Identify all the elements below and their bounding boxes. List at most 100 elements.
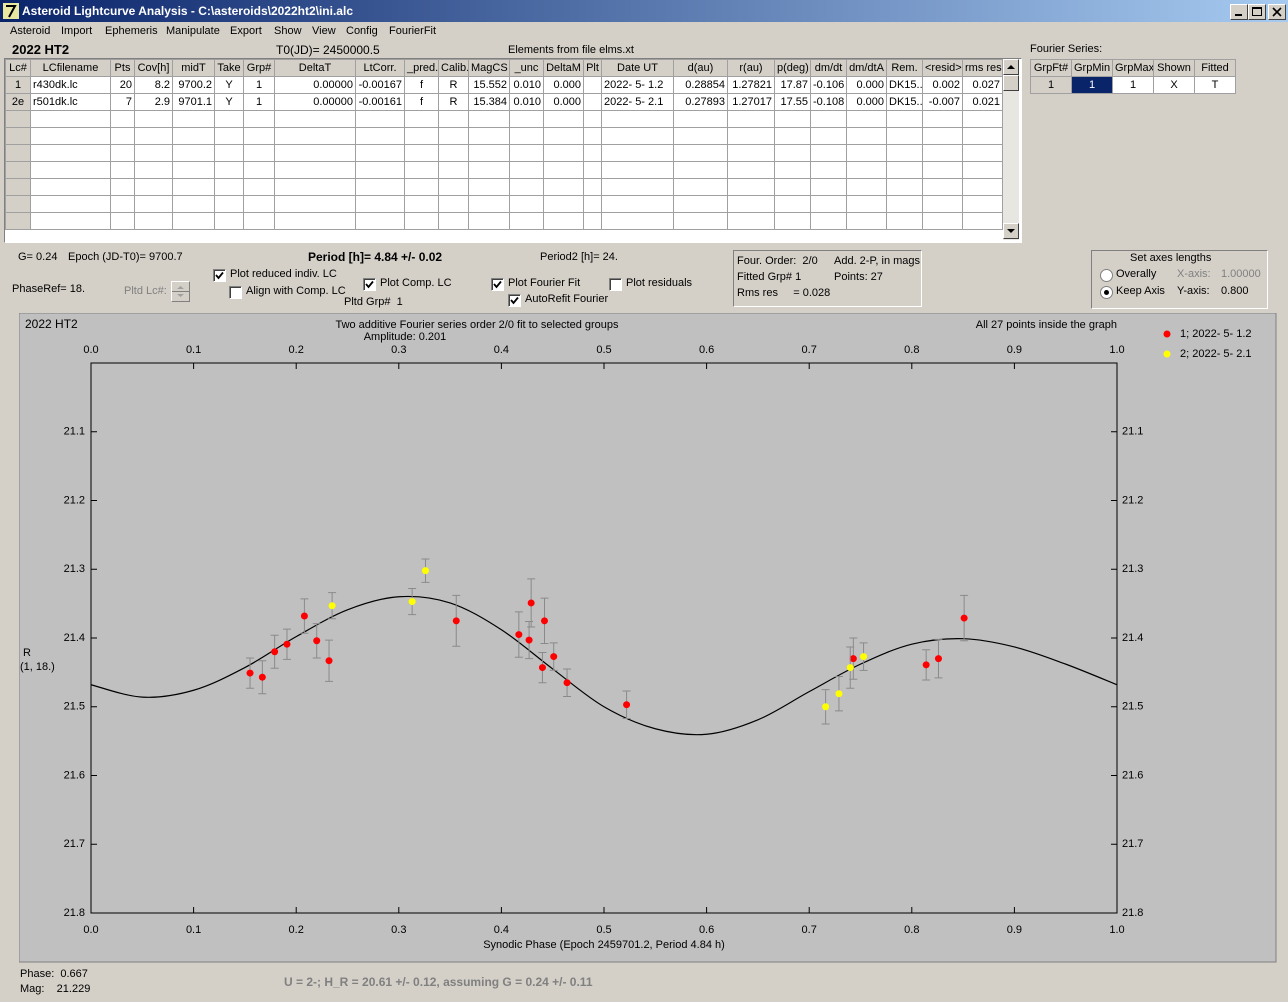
empty-cell[interactable] — [583, 212, 602, 230]
empty-cell[interactable] — [673, 161, 728, 179]
column-header[interactable]: DeltaT — [274, 59, 356, 77]
empty-cell[interactable] — [543, 195, 584, 213]
empty-cell[interactable] — [172, 195, 215, 213]
empty-cell[interactable] — [810, 127, 847, 145]
table-cell[interactable]: 0.027 — [962, 76, 1003, 94]
column-header[interactable]: Pts — [110, 59, 135, 77]
empty-cell[interactable] — [214, 144, 244, 162]
empty-cell[interactable] — [774, 178, 811, 196]
table-cell[interactable]: 2.9 — [134, 93, 173, 111]
empty-cell[interactable] — [509, 144, 544, 162]
column-header[interactable]: rms res — [962, 59, 1003, 77]
empty-cell[interactable] — [5, 144, 31, 162]
empty-cell[interactable] — [355, 195, 405, 213]
column-header[interactable]: Calib. — [438, 59, 469, 77]
checkbox-label[interactable]: Plot residuals — [626, 277, 693, 289]
empty-cell[interactable] — [214, 212, 244, 230]
column-header[interactable]: dm/dtA — [846, 59, 887, 77]
empty-cell[interactable] — [5, 161, 31, 179]
table-cell[interactable]: R — [438, 93, 469, 111]
empty-cell[interactable] — [583, 144, 602, 162]
empty-cell[interactable] — [468, 195, 510, 213]
column-header[interactable]: Take — [214, 59, 244, 77]
column-header[interactable]: midT — [172, 59, 215, 77]
empty-cell[interactable] — [110, 178, 135, 196]
empty-cell[interactable] — [774, 161, 811, 179]
empty-cell[interactable] — [404, 110, 439, 128]
empty-cell[interactable] — [110, 110, 135, 128]
menu-item[interactable]: FourierFit — [389, 25, 437, 37]
empty-cell[interactable] — [243, 178, 275, 196]
empty-cell[interactable] — [509, 195, 544, 213]
empty-cell[interactable] — [110, 144, 135, 162]
empty-cell[interactable] — [110, 161, 135, 179]
table-cell[interactable]: r501dk.lc — [30, 93, 111, 111]
checkbox-label[interactable]: Plot Comp. LC — [380, 277, 452, 289]
table-cell[interactable]: DK15.. — [886, 76, 923, 94]
empty-cell[interactable] — [583, 178, 602, 196]
empty-cell[interactable] — [243, 110, 275, 128]
empty-cell[interactable] — [30, 110, 111, 128]
empty-cell[interactable] — [583, 127, 602, 145]
table-cell[interactable]: 1 — [243, 76, 275, 94]
empty-cell[interactable] — [727, 212, 775, 230]
menu-item[interactable]: Export — [230, 25, 262, 37]
empty-cell[interactable] — [727, 161, 775, 179]
empty-cell[interactable] — [810, 110, 847, 128]
table-cell[interactable]: 1 — [243, 93, 275, 111]
empty-cell[interactable] — [355, 127, 405, 145]
empty-cell[interactable] — [468, 110, 510, 128]
empty-cell[interactable] — [846, 144, 887, 162]
empty-cell[interactable] — [774, 212, 811, 230]
column-header[interactable]: Grp# — [243, 59, 275, 77]
empty-cell[interactable] — [509, 212, 544, 230]
table-cell[interactable]: R — [438, 76, 469, 94]
empty-cell[interactable] — [172, 127, 215, 145]
empty-cell[interactable] — [509, 127, 544, 145]
empty-cell[interactable] — [601, 161, 674, 179]
empty-cell[interactable] — [404, 144, 439, 162]
empty-cell[interactable] — [543, 161, 584, 179]
empty-cell[interactable] — [134, 127, 173, 145]
empty-cell[interactable] — [5, 195, 31, 213]
menu-item[interactable]: Ephemeris — [105, 25, 158, 37]
table-cell[interactable]: 7 — [110, 93, 135, 111]
table-cell[interactable]: 9700.2 — [172, 76, 215, 94]
empty-cell[interactable] — [727, 178, 775, 196]
column-header[interactable]: DeltaM — [543, 59, 584, 77]
empty-cell[interactable] — [886, 144, 923, 162]
table-cell[interactable]: 0.010 — [509, 93, 544, 111]
empty-cell[interactable] — [543, 212, 584, 230]
empty-cell[interactable] — [30, 144, 111, 162]
table-cell[interactable]: 1 — [1030, 76, 1072, 94]
empty-cell[interactable] — [886, 110, 923, 128]
empty-cell[interactable] — [962, 161, 1003, 179]
empty-cell[interactable] — [922, 110, 963, 128]
empty-cell[interactable] — [774, 195, 811, 213]
empty-cell[interactable] — [134, 161, 173, 179]
empty-cell[interactable] — [601, 144, 674, 162]
empty-cell[interactable] — [962, 127, 1003, 145]
table-cell[interactable]: -0.00167 — [355, 76, 405, 94]
checkbox[interactable] — [491, 278, 504, 291]
column-header[interactable]: r(au) — [727, 59, 775, 77]
radio-label[interactable]: Keep Axis — [1116, 285, 1165, 297]
table-cell[interactable]: 9701.1 — [172, 93, 215, 111]
empty-cell[interactable] — [214, 127, 244, 145]
lc-spinner[interactable] — [171, 281, 190, 302]
checkbox[interactable] — [213, 269, 226, 282]
empty-cell[interactable] — [5, 110, 31, 128]
table-cell[interactable]: DK15.. — [886, 93, 923, 111]
empty-cell[interactable] — [962, 195, 1003, 213]
empty-cell[interactable] — [727, 144, 775, 162]
empty-cell[interactable] — [846, 110, 887, 128]
empty-cell[interactable] — [110, 212, 135, 230]
empty-cell[interactable] — [5, 178, 31, 196]
checkbox[interactable] — [363, 278, 376, 291]
table-row[interactable]: 1 r430dk.lc 20 8.2 9700.2 Y 1 0.00000 -0.00167 f R… — [5, 76, 1003, 94]
table-cell[interactable] — [583, 93, 602, 111]
empty-cell[interactable] — [886, 127, 923, 145]
empty-cell[interactable] — [355, 144, 405, 162]
empty-cell[interactable] — [774, 110, 811, 128]
table-cell[interactable]: r430dk.lc — [30, 76, 111, 94]
